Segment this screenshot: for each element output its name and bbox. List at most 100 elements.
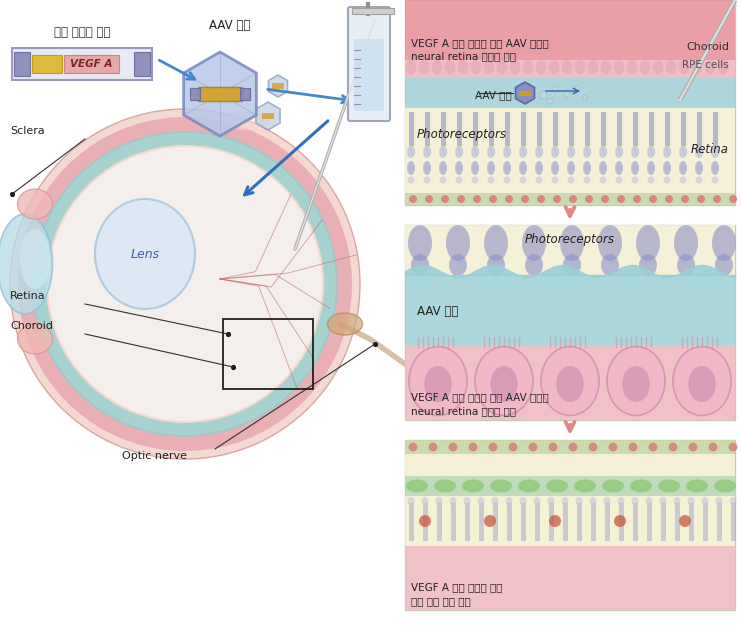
Bar bbox=[405, 345, 735, 420]
Ellipse shape bbox=[631, 497, 639, 505]
Ellipse shape bbox=[695, 161, 703, 175]
Ellipse shape bbox=[407, 161, 415, 175]
Bar bbox=[519, 91, 531, 95]
Text: Retina: Retina bbox=[691, 143, 729, 156]
Ellipse shape bbox=[631, 176, 639, 183]
Ellipse shape bbox=[574, 60, 585, 74]
Circle shape bbox=[539, 91, 547, 99]
Ellipse shape bbox=[631, 146, 639, 158]
Ellipse shape bbox=[615, 161, 623, 175]
Bar bbox=[697, 112, 702, 146]
Ellipse shape bbox=[599, 176, 606, 183]
Text: VEGF A 발현 억제를 위한 AAV 뱡터를: VEGF A 발현 억제를 위한 AAV 뱡터를 bbox=[411, 392, 549, 402]
Ellipse shape bbox=[659, 497, 666, 505]
Bar bbox=[569, 112, 574, 146]
Ellipse shape bbox=[455, 146, 463, 158]
Ellipse shape bbox=[409, 346, 467, 415]
Ellipse shape bbox=[490, 479, 512, 493]
Ellipse shape bbox=[599, 146, 607, 158]
Circle shape bbox=[448, 442, 457, 452]
Ellipse shape bbox=[491, 497, 499, 505]
Text: Choroid: Choroid bbox=[686, 42, 729, 52]
Text: neural retina 아래에 주입: neural retina 아래에 주입 bbox=[411, 406, 516, 416]
Ellipse shape bbox=[406, 479, 428, 493]
Circle shape bbox=[713, 195, 721, 203]
Bar bbox=[553, 112, 558, 146]
Ellipse shape bbox=[505, 497, 513, 505]
Ellipse shape bbox=[405, 60, 416, 74]
Circle shape bbox=[488, 442, 497, 452]
Ellipse shape bbox=[548, 60, 559, 74]
Ellipse shape bbox=[422, 497, 428, 505]
Ellipse shape bbox=[483, 60, 494, 74]
Ellipse shape bbox=[588, 60, 599, 74]
Ellipse shape bbox=[548, 497, 554, 505]
Bar bbox=[405, 454, 735, 476]
Text: Sclera: Sclera bbox=[10, 126, 44, 136]
Circle shape bbox=[505, 195, 513, 203]
Ellipse shape bbox=[679, 176, 686, 183]
Ellipse shape bbox=[583, 146, 591, 158]
Ellipse shape bbox=[456, 176, 462, 183]
Circle shape bbox=[473, 195, 481, 203]
Ellipse shape bbox=[503, 176, 511, 183]
Circle shape bbox=[484, 515, 496, 527]
Ellipse shape bbox=[423, 146, 431, 158]
Bar bbox=[425, 112, 430, 146]
Bar bbox=[479, 503, 484, 541]
Bar bbox=[405, 0, 735, 205]
Ellipse shape bbox=[449, 254, 467, 276]
Ellipse shape bbox=[626, 60, 637, 74]
Ellipse shape bbox=[546, 479, 568, 493]
Bar bbox=[713, 112, 718, 146]
Ellipse shape bbox=[729, 497, 737, 505]
Ellipse shape bbox=[536, 176, 542, 183]
Circle shape bbox=[425, 195, 433, 203]
Bar bbox=[32, 55, 62, 73]
Circle shape bbox=[5, 104, 365, 464]
Ellipse shape bbox=[716, 497, 722, 505]
Text: Choroid: Choroid bbox=[10, 321, 53, 331]
Ellipse shape bbox=[653, 60, 663, 74]
Circle shape bbox=[457, 195, 465, 203]
Ellipse shape bbox=[647, 161, 655, 175]
Ellipse shape bbox=[519, 146, 527, 158]
Ellipse shape bbox=[563, 254, 581, 276]
Ellipse shape bbox=[696, 176, 702, 183]
Bar bbox=[535, 503, 540, 541]
Ellipse shape bbox=[503, 146, 511, 158]
Circle shape bbox=[668, 442, 677, 452]
Bar bbox=[601, 112, 606, 146]
Circle shape bbox=[468, 442, 477, 452]
Ellipse shape bbox=[688, 366, 716, 402]
Circle shape bbox=[608, 442, 617, 452]
Bar bbox=[405, 225, 735, 275]
Ellipse shape bbox=[695, 146, 703, 158]
Text: VEGF A 발현 억제를 통한: VEGF A 발현 억제를 통한 bbox=[411, 582, 502, 592]
Bar bbox=[537, 112, 542, 146]
Ellipse shape bbox=[583, 161, 591, 175]
Bar bbox=[521, 112, 526, 146]
Bar bbox=[12, 48, 152, 80]
Bar bbox=[405, 440, 735, 610]
Circle shape bbox=[708, 442, 717, 452]
Ellipse shape bbox=[679, 161, 687, 175]
Bar bbox=[441, 112, 446, 146]
Ellipse shape bbox=[419, 60, 430, 74]
Bar bbox=[633, 503, 638, 541]
Ellipse shape bbox=[674, 225, 698, 261]
Ellipse shape bbox=[630, 479, 652, 493]
Circle shape bbox=[549, 515, 561, 527]
Circle shape bbox=[679, 515, 691, 527]
Ellipse shape bbox=[562, 60, 573, 74]
Text: VEGF A: VEGF A bbox=[70, 59, 112, 69]
Bar bbox=[198, 87, 242, 101]
Ellipse shape bbox=[439, 176, 447, 183]
Ellipse shape bbox=[487, 146, 495, 158]
Ellipse shape bbox=[471, 60, 482, 74]
Ellipse shape bbox=[522, 225, 546, 261]
Ellipse shape bbox=[556, 366, 584, 402]
Ellipse shape bbox=[607, 346, 665, 415]
Ellipse shape bbox=[457, 60, 468, 74]
Circle shape bbox=[568, 442, 577, 452]
